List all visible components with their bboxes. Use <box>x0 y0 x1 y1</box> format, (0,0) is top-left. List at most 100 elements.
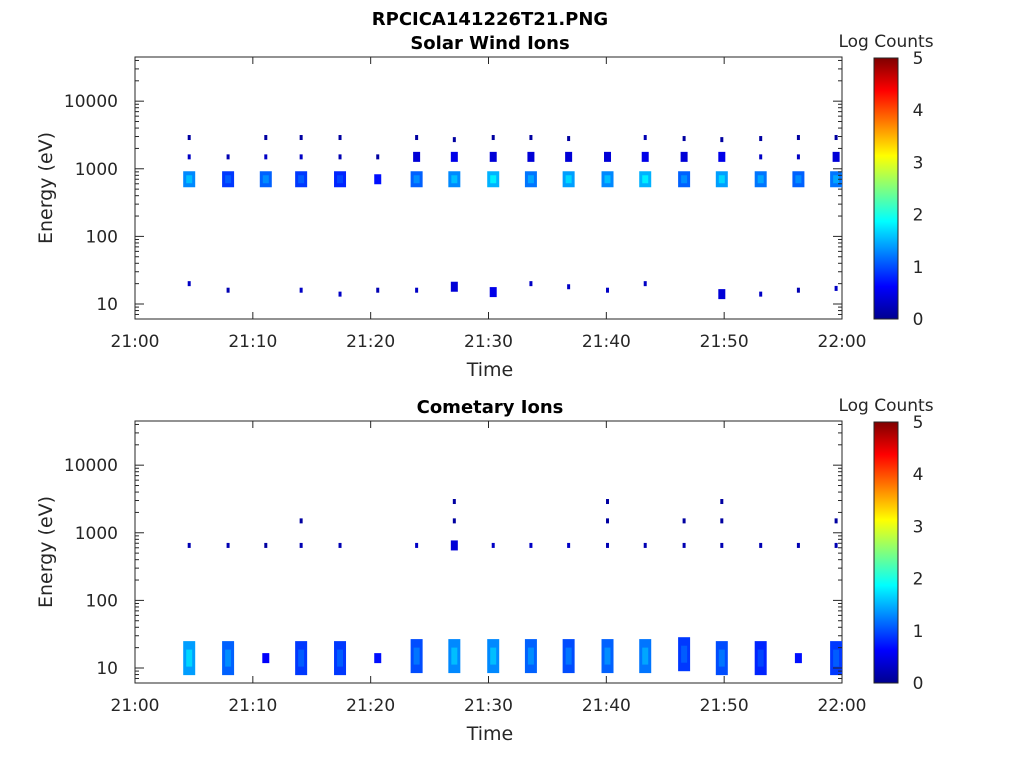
spectrogram-cell-core <box>186 175 193 184</box>
spectrogram-cell <box>529 135 533 141</box>
spectrogram-cell <box>796 135 800 141</box>
spectrogram-cell-core <box>490 647 497 665</box>
spectrogram-cell-core <box>298 175 305 184</box>
spectrogram-cell <box>299 287 303 293</box>
x-axis-label: Time <box>466 723 514 745</box>
colorbar-tick-label: 4 <box>913 465 924 485</box>
spectrogram-cell <box>720 542 724 548</box>
spectrogram-marks <box>183 499 843 676</box>
spectrogram-cell <box>565 151 573 162</box>
x-tick-label: 21:20 <box>346 696 395 716</box>
colorbar-label: Log Counts <box>838 32 933 52</box>
spectrogram-cell-core <box>225 175 232 184</box>
spectrogram-cell <box>641 151 649 162</box>
y-tick-label: 100 <box>86 227 118 247</box>
spectrogram-cell <box>759 291 763 297</box>
x-tick-label: 21:10 <box>228 696 277 716</box>
spectrogram-cell <box>796 154 800 160</box>
spectrogram-cell <box>452 518 456 524</box>
spectrogram-marks <box>183 135 843 300</box>
y-tick-label: 1000 <box>75 524 118 544</box>
spectrogram-cell <box>832 151 840 162</box>
spectrogram-cell <box>226 542 230 548</box>
panel-title: Cometary Ions <box>417 397 564 418</box>
colorbar-tick-label: 3 <box>913 517 924 537</box>
spectrogram-cell-core <box>451 175 458 184</box>
plot-area <box>134 56 843 320</box>
spectrogram-cell <box>415 542 419 548</box>
spectrogram-cell <box>489 287 497 298</box>
figure-main-title: RPCICA141226T21.PNG <box>372 9 608 30</box>
colorbar-ticks: 0 1 2 3 4 5 <box>913 413 924 694</box>
spectrogram-cell <box>187 135 191 141</box>
spectrogram-cell-core <box>337 175 344 184</box>
spectrogram-cell <box>338 291 342 297</box>
spectrogram-cell <box>264 154 268 160</box>
spectrogram-cell <box>491 542 495 548</box>
x-tick-label: 21:30 <box>464 332 513 352</box>
spectrogram-cell <box>452 499 456 505</box>
x-tick-label: 21:40 <box>582 696 631 716</box>
spectrogram-cell <box>374 653 382 664</box>
spectrogram-cell <box>606 499 610 505</box>
spectrogram-cell-core <box>604 647 611 665</box>
spectrogram-cell-core <box>565 647 572 665</box>
x-tick-label: 21:50 <box>700 696 749 716</box>
y-tick-label: 10000 <box>64 92 118 112</box>
spectrogram-cell <box>720 518 724 524</box>
spectrogram-cell <box>226 154 230 160</box>
x-tick-label: 21:30 <box>464 696 513 716</box>
x-axis-ticks: 21:00 21:10 21:20 21:30 21:40 21:50 22:00 <box>111 421 867 716</box>
y-tick-label: 100 <box>86 591 118 611</box>
spectrogram-cell <box>606 542 610 548</box>
spectrogram-cell <box>264 542 268 548</box>
spectrogram-cell <box>338 542 342 548</box>
spectrogram-cell <box>413 151 421 162</box>
spectrogram-cell-core <box>718 649 725 667</box>
colorbar-ticks: 0 1 2 3 4 5 <box>913 49 924 330</box>
spectrogram-cell <box>567 542 571 548</box>
spectrogram-cell-core <box>413 175 420 184</box>
colorbar-label: Log Counts <box>838 396 933 416</box>
spectrogram-cell <box>834 285 838 291</box>
spectrogram-cell-core <box>298 649 305 667</box>
colorbar-tick-label: 1 <box>913 622 924 642</box>
y-axis-ticks: 10 100 1000 10000 <box>64 59 842 320</box>
spectrogram-cell <box>682 136 686 142</box>
spectrogram-cell <box>759 542 763 548</box>
y-tick-label: 1000 <box>75 160 118 180</box>
spectrogram-cell <box>834 542 838 548</box>
x-tick-label: 21:20 <box>346 332 395 352</box>
spectrogram-cell <box>529 542 533 548</box>
panel-solar-wind-ions: Solar Wind Ions 21:00 21:10 21:20 21:30 21:4… <box>35 32 934 381</box>
spectrogram-cell-core <box>681 645 688 663</box>
spectrogram-cell <box>606 287 610 293</box>
colorbar-tick-label: 2 <box>913 570 924 590</box>
spectrogram-cell-core <box>527 175 534 184</box>
spectrogram-cell <box>262 653 270 664</box>
spectrogram-cell <box>264 135 268 141</box>
spectrogram-cell <box>720 137 724 143</box>
spectrogram-cell <box>376 287 380 293</box>
spectrogram-cell <box>299 518 303 524</box>
colorbar-tick-label: 0 <box>913 310 924 330</box>
x-tick-label: 21:10 <box>228 332 277 352</box>
spectrogram-cell <box>759 136 763 142</box>
spectrogram-cell <box>491 135 495 141</box>
spectrogram-cell <box>794 653 802 664</box>
spectrogram-cell <box>450 151 458 162</box>
y-axis-ticks: 10 100 1000 10000 <box>64 423 842 684</box>
y-tick-label: 10 <box>96 659 118 679</box>
y-axis-label: Energy (eV) <box>35 132 57 244</box>
colorbar-tick-label: 5 <box>913 413 924 433</box>
spectrogram-cell-core <box>833 649 840 667</box>
spectrogram-cell <box>376 154 380 160</box>
spectrogram-cell-core <box>795 175 802 184</box>
spectrogram-cell-core <box>490 175 497 184</box>
spectrogram-cell-core <box>604 175 611 184</box>
x-tick-label: 21:50 <box>700 332 749 352</box>
spectrogram-cell-core <box>413 647 420 665</box>
spectrogram-cell-core <box>642 647 649 665</box>
spectrogram-cell <box>718 289 726 300</box>
